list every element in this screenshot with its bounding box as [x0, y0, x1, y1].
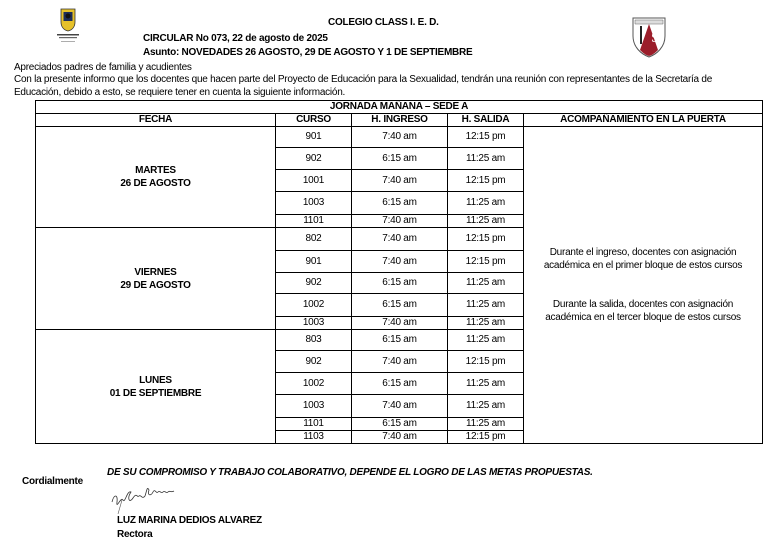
signer-role: Rectora: [117, 529, 153, 540]
table-row: 902 6:15 am 11:25 am: [36, 147, 763, 170]
greeting: Apreciados padres de familia y acudiente…: [14, 62, 192, 73]
col-acompanamiento: ACOMPAÑAMIENTO EN LA PUERTA: [522, 113, 764, 127]
entry-time-cell: 6:15 am: [351, 372, 448, 395]
table-row: MARTES 26 DE AGOSTO 901 7:40 am 12:15 pm Dura…: [35, 126, 764, 444]
svg-text:S: S: [651, 31, 659, 45]
exit-time-cell: 11:25 am: [447, 272, 524, 294]
closing: Cordialmente: [22, 476, 83, 487]
course-cell: 803: [275, 329, 352, 351]
signature: [108, 484, 208, 517]
date-cell: LUNES 01 DE SEPTIEMBRE: [35, 329, 276, 444]
exit-time-cell: 12:15 pm: [447, 227, 524, 251]
course-cell: 1101: [275, 214, 352, 228]
table-title: JORNADA MAÑANA – SEDE A: [34, 100, 764, 114]
entry-time-cell: 6:15 am: [351, 329, 448, 351]
table-row: VIERNES 29 DE AGOSTO 802 7:40 am 12:15 pm: [35, 227, 763, 330]
entry-time-cell: 7:40 am: [351, 126, 448, 148]
course-cell: 1002: [275, 293, 352, 317]
entry-time-cell: 6:15 am: [351, 293, 448, 317]
date-label: 01 DE SEPTIEMBRE: [109, 387, 202, 399]
signer-name: LUZ MARINA DEDIOS ALVAREZ: [117, 515, 262, 526]
date-cell: VIERNES 29 DE AGOSTO: [35, 227, 276, 330]
entry-time-cell: 7:40 am: [351, 350, 448, 373]
date-label: 29 DE AGOSTO: [120, 279, 191, 291]
table-row: 1101 6:15 am 11:25 am: [36, 417, 763, 431]
exit-time-cell: 11:25 am: [447, 329, 524, 351]
exit-time-cell: 11:25 am: [447, 394, 524, 418]
exit-time-cell: 11:25 am: [447, 417, 524, 431]
col-ingreso: H. INGRESO: [351, 113, 448, 127]
course-cell: 901: [275, 126, 352, 148]
exit-time-cell: 11:25 am: [447, 214, 524, 228]
entry-time-cell: 7:40 am: [351, 250, 448, 273]
exit-time-cell: 12:15 pm: [447, 250, 524, 273]
exit-time-cell: 11:25 am: [447, 293, 524, 317]
motto: DE SU COMPROMISO Y TRABAJO COLABORATIVO,…: [107, 467, 593, 478]
day-label: LUNES: [139, 374, 172, 386]
exit-time-cell: 12:15 pm: [447, 169, 524, 192]
day-label: MARTES: [135, 165, 176, 176]
schedule-table: JORNADA MAÑANA – SEDE A FECHA CURSO H. I…: [34, 100, 764, 444]
course-cell: 1001: [275, 169, 352, 192]
table-row: 902 6:15 am 11:25 am: [36, 272, 763, 294]
col-curso: CURSO: [275, 113, 352, 127]
date-label: 26 DE AGOSTO: [120, 178, 191, 189]
intro-line-1: Con la presente informo que los docentes…: [14, 74, 713, 85]
school-shield-logo: S: [631, 14, 667, 58]
course-cell: 1002: [275, 372, 352, 395]
course-cell: 1103: [275, 430, 352, 444]
exit-time-cell: 12:15 pm: [447, 430, 524, 444]
day-label: VIERNES: [134, 266, 177, 278]
exit-time-cell: 11:25 am: [447, 316, 524, 330]
entry-time-cell: 7:40 am: [351, 430, 448, 444]
course-cell: 1003: [275, 191, 352, 215]
course-cell: 902: [275, 272, 352, 294]
course-cell: 802: [275, 227, 352, 251]
bogota-logo: [54, 8, 82, 44]
accompaniment-exit: Durante la salida, docentes con asignaci…: [545, 299, 741, 323]
accompaniment-cell: Durante el ingreso, docentes con asignac…: [522, 126, 764, 444]
accompaniment-entry: Durante el ingreso, docentes con asignac…: [543, 247, 743, 271]
entry-time-cell: 6:15 am: [351, 147, 448, 170]
entry-time-cell: 6:15 am: [351, 272, 448, 294]
table-row: 901 7:40 am 12:15 pm: [36, 250, 763, 273]
subject: Asunto: NOVEDADES 26 AGOSTO, 29 DE AGOST…: [143, 47, 473, 58]
table-row: 1103 7:40 am 12:15 pm: [36, 430, 763, 444]
entry-time-cell: 7:40 am: [351, 394, 448, 418]
entry-time-cell: 6:15 am: [351, 191, 448, 215]
entry-time-cell: 6:15 am: [351, 417, 448, 431]
entry-time-cell: 7:40 am: [351, 169, 448, 192]
date-cell: MARTES 26 DE AGOSTO: [35, 126, 276, 228]
col-fecha: FECHA: [35, 113, 276, 127]
circular-number: CIRCULAR No 073, 22 de agosto de 2025: [143, 33, 328, 44]
exit-time-cell: 11:25 am: [447, 191, 524, 215]
school-name: COLEGIO CLASS I. E. D.: [328, 17, 439, 28]
exit-time-cell: 11:25 am: [447, 372, 524, 395]
exit-time-cell: 11:25 am: [447, 147, 524, 170]
entry-time-cell: 7:40 am: [351, 316, 448, 330]
entry-time-cell: 7:40 am: [351, 227, 448, 251]
intro-line-2: Educación, debido a esto, se requiere te…: [14, 87, 346, 98]
course-cell: 902: [275, 350, 352, 373]
course-cell: 1003: [275, 394, 352, 418]
exit-time-cell: 12:15 pm: [447, 350, 524, 373]
entry-time-cell: 7:40 am: [351, 214, 448, 228]
course-cell: 902: [275, 147, 352, 170]
table-row: 1002 6:15 am 11:25 am: [36, 372, 763, 395]
course-cell: 901: [275, 250, 352, 273]
table-row: LUNES 01 DE SEPTIEMBRE 803 6:15 am 11:25 am: [35, 329, 763, 444]
exit-time-cell: 12:15 pm: [447, 126, 524, 148]
course-cell: 1101: [275, 417, 352, 431]
col-salida: H. SALIDA: [447, 113, 524, 127]
table-row: 1101 7:40 am 11:25 am: [36, 214, 763, 228]
course-cell: 1003: [275, 316, 352, 330]
